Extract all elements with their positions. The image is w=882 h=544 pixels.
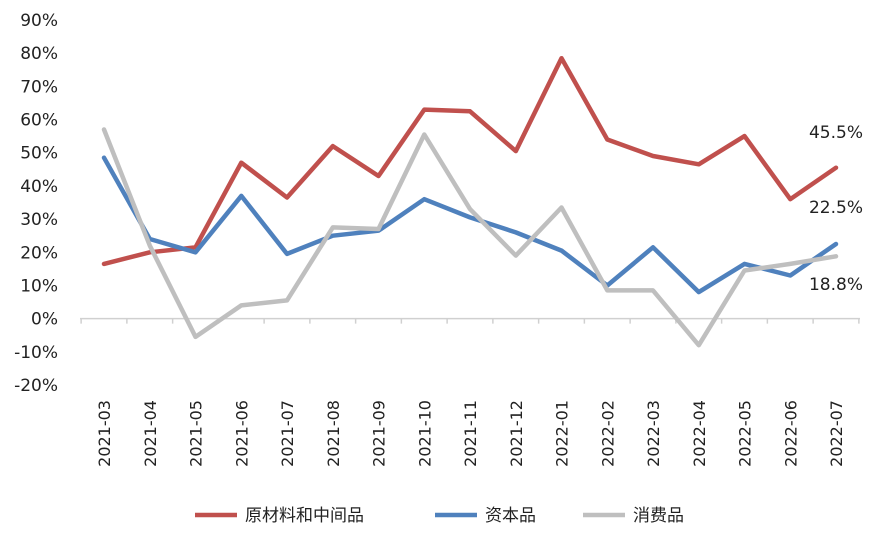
legend: 原材料和中间品 资本品 消费品 bbox=[195, 506, 684, 526]
x-tick-label: 2021-12 bbox=[507, 400, 526, 467]
legend-label-1: 资本品 bbox=[485, 506, 536, 526]
x-tick-label: 2022-06 bbox=[781, 400, 800, 467]
y-tick-label: 90% bbox=[20, 11, 58, 31]
x-tick-label: 2021-03 bbox=[95, 400, 114, 467]
legend-label-2: 消费品 bbox=[633, 506, 684, 526]
x-tick-label: 2022-05 bbox=[736, 400, 755, 467]
data-label-series-0: 45.5% bbox=[809, 123, 863, 143]
y-tick-label: 60% bbox=[20, 111, 58, 131]
x-axis-ticks bbox=[80, 318, 860, 324]
x-axis-tick-labels: 2021-03 2021-04 2021-05 2021-06 2021-07 2021-… bbox=[95, 400, 846, 467]
x-tick-label: 2021-10 bbox=[415, 400, 434, 467]
y-tick-label: 0% bbox=[31, 310, 58, 330]
data-labels: 45.5% 22.5% 18.8% bbox=[809, 123, 863, 295]
data-label-series-1: 22.5% bbox=[809, 198, 863, 218]
y-tick-label: 50% bbox=[20, 144, 58, 164]
y-tick-label: 20% bbox=[20, 243, 58, 263]
series-line-2 bbox=[101, 127, 839, 348]
y-tick-label: 30% bbox=[20, 210, 58, 230]
series-line-1 bbox=[101, 155, 839, 295]
series-lines bbox=[101, 55, 839, 348]
legend-label-0: 原材料和中间品 bbox=[245, 506, 364, 526]
y-tick-label: -10% bbox=[14, 343, 58, 363]
x-tick-label: 2022-04 bbox=[690, 400, 709, 467]
y-tick-label: 10% bbox=[20, 276, 58, 296]
x-tick-label: 2021-09 bbox=[370, 400, 389, 467]
x-tick-label: 2021-07 bbox=[278, 400, 297, 467]
x-tick-label: 2022-02 bbox=[598, 400, 617, 467]
y-tick-label: 70% bbox=[20, 77, 58, 97]
x-tick-label: 2021-04 bbox=[141, 400, 160, 467]
y-tick-label: 40% bbox=[20, 177, 58, 197]
x-tick-label: 2021-06 bbox=[232, 400, 251, 467]
x-tick-label: 2022-01 bbox=[553, 400, 572, 467]
data-label-series-2: 18.8% bbox=[809, 275, 863, 295]
y-tick-label: 80% bbox=[20, 44, 58, 64]
x-tick-label: 2022-03 bbox=[644, 400, 663, 467]
x-tick-label: 2021-05 bbox=[187, 400, 206, 467]
series-line-0 bbox=[101, 55, 839, 267]
y-tick-label: -20% bbox=[14, 376, 58, 396]
x-tick-label: 2021-11 bbox=[461, 400, 480, 467]
x-tick-label: 2022-07 bbox=[827, 400, 846, 467]
x-tick-label: 2021-08 bbox=[324, 400, 343, 467]
y-axis-tick-labels: -20% -10% 0% 10% 20% 30% 40% 50% 60% 70% 80% 90% bbox=[14, 11, 58, 396]
